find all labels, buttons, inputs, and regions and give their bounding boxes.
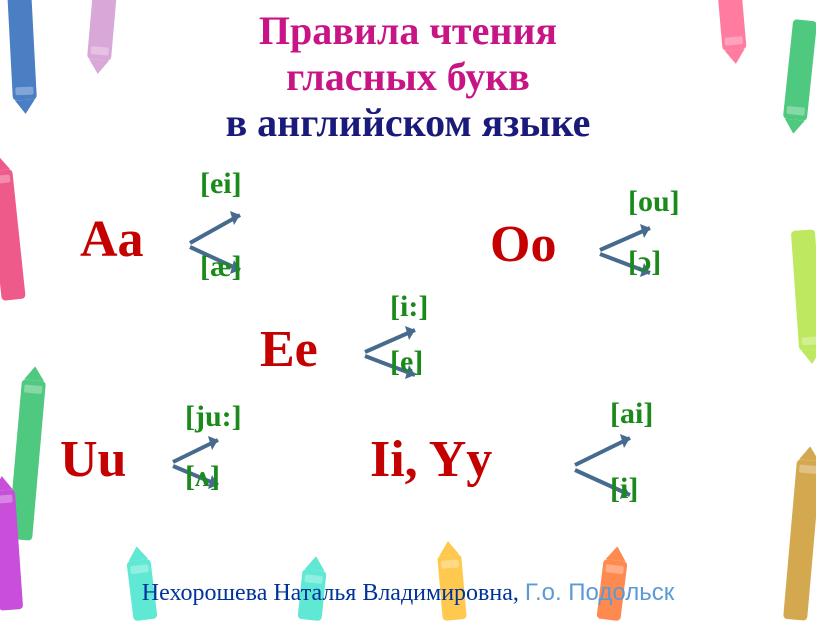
author-name: Нехорошева Наталья Владимировна, xyxy=(142,580,525,606)
footer: Нехорошева Наталья Владимировна, Г.о. По… xyxy=(0,579,816,607)
phon-iy-2: [i] xyxy=(610,472,638,506)
phon-iy-1: [ai] xyxy=(610,397,653,431)
vowel-group-a: Aa [ei] [æ] xyxy=(80,210,144,269)
vowel-group-e: Ee [i:] [e] xyxy=(260,320,318,379)
crayon-decoration xyxy=(0,169,26,301)
phon-e-1: [i:] xyxy=(390,290,428,324)
vowel-e: Ee xyxy=(260,321,318,378)
vowel-group-u: Uu [ju:] [ʌ] xyxy=(60,430,126,489)
phon-a-2: [æ] xyxy=(200,250,242,284)
crayon-decoration xyxy=(791,229,816,350)
phon-o-1: [ou] xyxy=(628,185,680,219)
crayon-decoration xyxy=(7,0,37,101)
phon-o-2: [ɔ] xyxy=(628,245,661,279)
phon-e-2: [e] xyxy=(390,345,423,379)
title-line-3: в английском языке xyxy=(0,100,816,146)
vowel-u: Uu xyxy=(60,431,126,488)
vowel-o: Oo xyxy=(490,216,556,273)
vowel-a: Aa xyxy=(80,211,144,268)
title-line-1: Правила чтения xyxy=(0,8,816,54)
page-title: Правила чтения гласных букв в английском… xyxy=(0,0,816,146)
vowel-iy: Ii, Yy xyxy=(370,431,492,488)
title-line-2: гласных букв xyxy=(0,54,816,100)
vowel-group-o: Oo [ou] [ɔ] xyxy=(490,215,556,274)
phon-u-2: [ʌ] xyxy=(185,460,220,494)
phon-a-1: [ei] xyxy=(200,167,242,201)
author-location: Г.о. Подольск xyxy=(525,579,674,606)
crayon-decoration xyxy=(717,0,746,51)
vowel-group-iy: Ii, Yy [ai] [i] xyxy=(370,430,492,489)
phon-u-1: [ju:] xyxy=(185,400,242,434)
